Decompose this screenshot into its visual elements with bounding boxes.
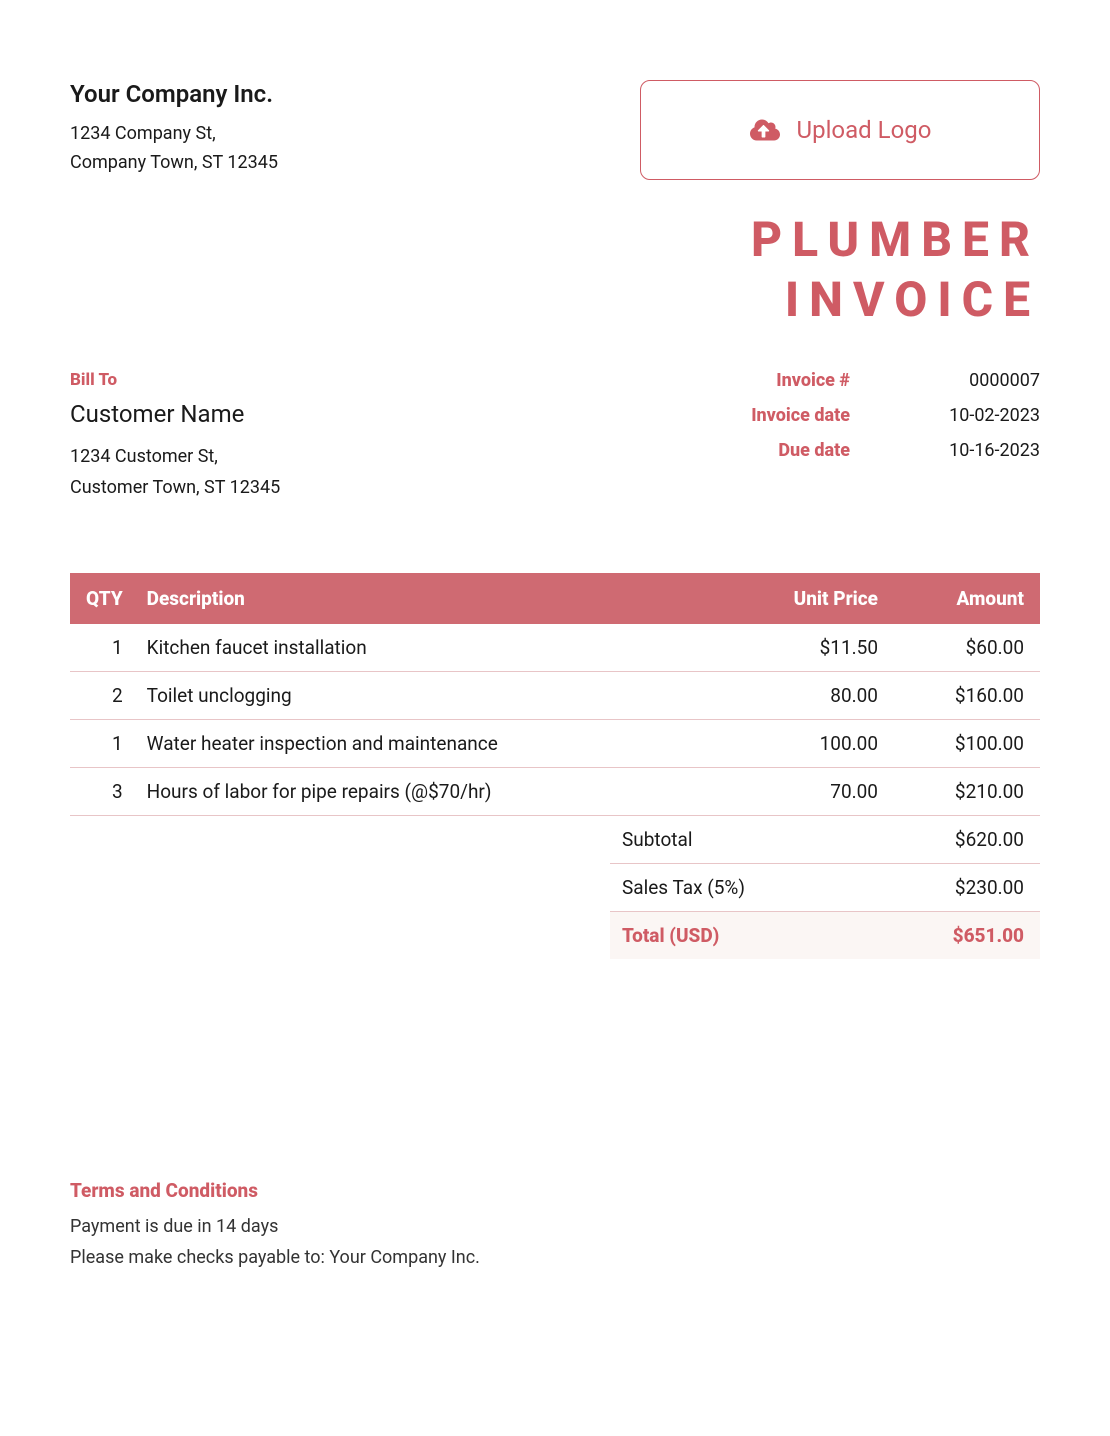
- item-description: Kitchen faucet installation: [135, 624, 730, 672]
- item-qty: 1: [70, 624, 135, 672]
- meta-invoice-number-row: Invoice # 0000007: [710, 370, 1040, 391]
- title-line1: PLUMBER: [70, 210, 1040, 270]
- subtotal-row: Subtotal $620.00: [610, 816, 1040, 864]
- items-table: QTY Description Unit Price Amount 1Kitch…: [70, 573, 1040, 816]
- subtotal-label: Subtotal: [622, 828, 692, 851]
- meta-due-date-row: Due date 10-16-2023: [710, 440, 1040, 461]
- customer-address-line2: Customer Town, ST 12345: [70, 473, 280, 504]
- document-title: PLUMBER INVOICE: [70, 210, 1040, 330]
- item-amount: $160.00: [890, 672, 1040, 720]
- company-address-line2: Company Town, ST 12345: [70, 149, 278, 178]
- upload-logo-button[interactable]: Upload Logo: [640, 80, 1040, 180]
- col-amount: Amount: [890, 573, 1040, 624]
- company-address: 1234 Company St, Company Town, ST 12345: [70, 120, 278, 178]
- terms-block: Terms and Conditions Payment is due in 1…: [70, 1179, 1040, 1268]
- items-table-head: QTY Description Unit Price Amount: [70, 573, 1040, 624]
- grand-total-value: $651.00: [953, 924, 1024, 947]
- item-amount: $210.00: [890, 768, 1040, 816]
- totals-block: Subtotal $620.00 Sales Tax (5%) $230.00 …: [610, 816, 1040, 959]
- header-row: Your Company Inc. 1234 Company St, Compa…: [70, 80, 1040, 180]
- due-date-label: Due date: [710, 440, 850, 461]
- item-unit-price: 80.00: [730, 672, 890, 720]
- company-name: Your Company Inc.: [70, 80, 278, 108]
- item-unit-price: 100.00: [730, 720, 890, 768]
- due-date-value: 10-16-2023: [910, 440, 1040, 461]
- invoice-meta: Invoice # 0000007 Invoice date 10-02-202…: [710, 370, 1040, 475]
- table-row: 1Kitchen faucet installation$11.50$60.00: [70, 624, 1040, 672]
- info-row: Bill To Customer Name 1234 Customer St, …: [70, 370, 1040, 503]
- item-description: Hours of labor for pipe repairs (@$70/hr…: [135, 768, 730, 816]
- table-row: 3Hours of labor for pipe repairs (@$70/h…: [70, 768, 1040, 816]
- tax-label: Sales Tax (5%): [622, 876, 745, 899]
- cloud-upload-icon: [749, 118, 781, 142]
- terms-line2: Please make checks payable to: Your Comp…: [70, 1247, 1040, 1268]
- col-description: Description: [135, 573, 730, 624]
- company-address-line1: 1234 Company St,: [70, 120, 278, 149]
- grand-total-row: Total (USD) $651.00: [610, 912, 1040, 959]
- item-unit-price: $11.50: [730, 624, 890, 672]
- item-unit-price: 70.00: [730, 768, 890, 816]
- subtotal-value: $620.00: [955, 828, 1024, 851]
- meta-invoice-date-row: Invoice date 10-02-2023: [710, 405, 1040, 426]
- invoice-number-label: Invoice #: [710, 370, 850, 391]
- item-qty: 3: [70, 768, 135, 816]
- item-amount: $60.00: [890, 624, 1040, 672]
- customer-name: Customer Name: [70, 400, 280, 428]
- upload-logo-label: Upload Logo: [797, 116, 932, 144]
- items-table-body: 1Kitchen faucet installation$11.50$60.00…: [70, 624, 1040, 816]
- terms-line1: Payment is due in 14 days: [70, 1216, 1040, 1237]
- bill-to-block: Bill To Customer Name 1234 Customer St, …: [70, 370, 280, 503]
- invoice-date-label: Invoice date: [710, 405, 850, 426]
- table-row: 2Toilet unclogging80.00$160.00: [70, 672, 1040, 720]
- title-line2: INVOICE: [70, 270, 1040, 330]
- col-unit-price: Unit Price: [730, 573, 890, 624]
- item-qty: 1: [70, 720, 135, 768]
- customer-address-line1: 1234 Customer St,: [70, 442, 280, 473]
- bill-to-label: Bill To: [70, 370, 280, 390]
- customer-address: 1234 Customer St, Customer Town, ST 1234…: [70, 442, 280, 503]
- invoice-number-value: 0000007: [910, 370, 1040, 391]
- tax-row: Sales Tax (5%) $230.00: [610, 864, 1040, 912]
- col-qty: QTY: [70, 573, 135, 624]
- grand-total-label: Total (USD): [622, 924, 719, 947]
- table-row: 1Water heater inspection and maintenance…: [70, 720, 1040, 768]
- item-description: Toilet unclogging: [135, 672, 730, 720]
- item-amount: $100.00: [890, 720, 1040, 768]
- tax-value: $230.00: [955, 876, 1024, 899]
- company-block: Your Company Inc. 1234 Company St, Compa…: [70, 80, 278, 178]
- terms-title: Terms and Conditions: [70, 1179, 1040, 1202]
- invoice-date-value: 10-02-2023: [910, 405, 1040, 426]
- item-description: Water heater inspection and maintenance: [135, 720, 730, 768]
- item-qty: 2: [70, 672, 135, 720]
